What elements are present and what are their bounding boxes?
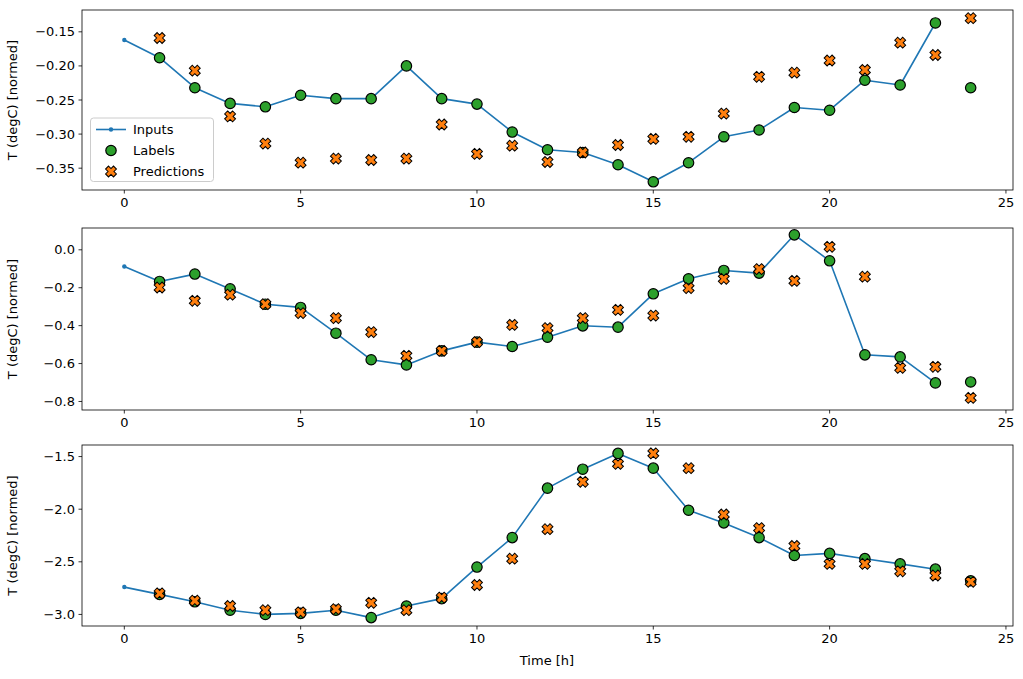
subplot-2: 0 5 10 15 20 25 0.0 −0.2 −0.4 −0.6 −0.8 (43, 228, 1014, 430)
x-tick-label: 5 (297, 631, 305, 646)
plots-group: 0510152025−0.15−0.20−0.25−0.30−0.3505101… (35, 10, 1014, 646)
y-tick-label: −2.0 (43, 502, 75, 517)
legend-inputs-dot-icon (109, 127, 113, 131)
x-tick-label: 10 (469, 415, 486, 430)
x-tick-label: 25 (998, 415, 1015, 430)
y-tick-label: −1.5 (43, 449, 75, 464)
series-inputs (122, 451, 937, 620)
x-axis-label: Time [h] (519, 653, 574, 668)
x-tick-label: 15 (645, 415, 662, 430)
y-axis-label-2: T (degC) [normed] (5, 259, 20, 380)
axis-ticks: 0 5 10 15 20 25 −0.15 −0.20 −0.25 −0.30 −0.35 (35, 24, 1014, 210)
series-inputs (122, 21, 937, 184)
x-tick-label: 0 (120, 631, 128, 646)
plot-border (82, 445, 1013, 626)
y-tick-label: −0.30 (35, 127, 75, 142)
legend-label-inputs: Inputs (133, 122, 174, 137)
y-tick-label: 0.0 (54, 242, 75, 257)
matplotlib-figure: 0510152025−0.15−0.20−0.25−0.30−0.3505101… (0, 0, 1023, 679)
y-axis-label-3: T (degC) [normed] (5, 475, 20, 596)
series-labels (154, 448, 975, 623)
axis-ticks: 0 5 10 15 20 25 −1.5 −2.0 −2.5 −3.0 (43, 449, 1014, 646)
y-tick-label: −2.5 (43, 554, 75, 569)
x-tick-label: 5 (297, 415, 305, 430)
x-tick-label: 20 (821, 631, 838, 646)
x-tick-label: 15 (645, 631, 662, 646)
x-tick-label: 10 (469, 631, 486, 646)
y-tick-label: −0.2 (43, 280, 75, 295)
x-tick-label: 0 (120, 195, 128, 210)
y-tick-label: −0.15 (35, 24, 75, 39)
x-tick-label: 25 (998, 195, 1015, 210)
x-tick-label: 20 (821, 195, 838, 210)
x-tick-label: 15 (645, 195, 662, 210)
axis-ticks: 0 5 10 15 20 25 0.0 −0.2 −0.4 −0.6 −0.8 (43, 242, 1014, 430)
x-tick-label: 10 (469, 195, 486, 210)
y-tick-label: −0.20 (35, 58, 75, 73)
y-tick-label: −0.4 (43, 318, 75, 333)
x-tick-label: 0 (120, 415, 128, 430)
y-tick-label: −0.8 (43, 394, 75, 409)
figure-canvas: 0510152025−0.15−0.20−0.25−0.30−0.3505101… (0, 0, 1023, 679)
x-tick-label: 25 (998, 631, 1015, 646)
series-predictions (152, 445, 979, 620)
y-tick-label: −0.25 (35, 93, 75, 108)
y-axis-label-1: T (degC) [normed] (5, 40, 20, 161)
series-predictions (152, 10, 979, 170)
series-predictions (152, 239, 979, 406)
subplot-3: 0 5 10 15 20 25 −1.5 −2.0 −2.5 −3.0 (43, 445, 1014, 646)
plot-border (82, 228, 1013, 410)
series-inputs (122, 233, 937, 385)
x-tick-label: 5 (297, 195, 305, 210)
legend-labels-circle-icon (106, 145, 116, 155)
series-labels (154, 230, 975, 388)
legend-label-predictions: Predictions (133, 164, 205, 179)
legend: Inputs Labels Predictions (91, 118, 214, 182)
y-tick-label: −0.6 (43, 356, 75, 371)
y-tick-label: −0.35 (35, 161, 75, 176)
x-tick-label: 20 (821, 415, 838, 430)
legend-label-labels: Labels (133, 143, 175, 158)
y-tick-label: −3.0 (43, 607, 75, 622)
